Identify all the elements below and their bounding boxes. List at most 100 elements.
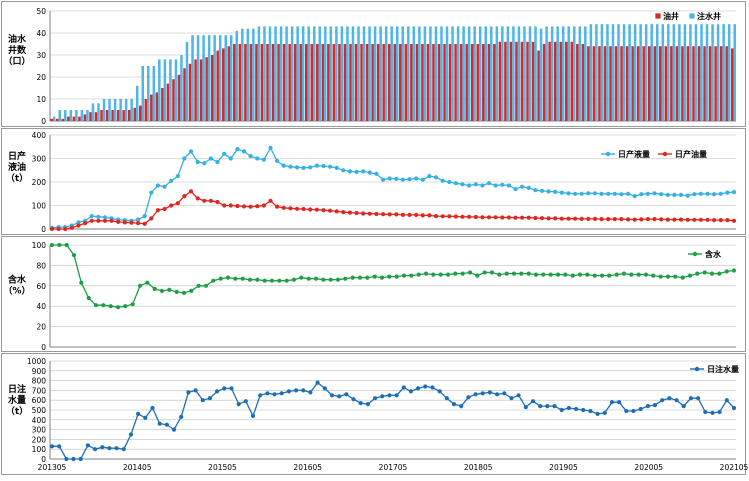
x-tick-label: 201805 <box>464 463 493 472</box>
data-point <box>566 191 571 196</box>
legend-marker <box>694 366 700 372</box>
data-point <box>493 215 498 220</box>
legend-label: 油井 <box>663 11 679 21</box>
y-tick-label: 30 <box>36 51 46 60</box>
data-point <box>667 396 672 401</box>
data-point <box>548 272 553 277</box>
data-point <box>626 217 631 222</box>
data-point <box>314 207 319 212</box>
bar-injection-well <box>589 24 593 122</box>
legend-swatch <box>688 12 696 20</box>
data-point <box>250 413 256 418</box>
data-point <box>437 389 442 394</box>
data-point <box>241 149 247 154</box>
data-point <box>284 278 289 283</box>
bar-injection-well <box>550 26 554 121</box>
bar-oil-well <box>493 44 496 121</box>
bar-injection-well <box>512 26 515 121</box>
data-point <box>152 286 157 291</box>
data-point <box>665 192 670 197</box>
bar-oil-well <box>636 46 640 122</box>
bar-oil-well <box>288 44 291 121</box>
bar-oil-well <box>542 44 546 121</box>
y-tick-label: 600 <box>32 396 47 405</box>
data-point <box>467 214 472 219</box>
bar-injection-well <box>484 26 487 121</box>
data-point <box>538 404 543 409</box>
bar-injection-well <box>362 26 366 121</box>
data-point <box>150 405 155 411</box>
bar-injection-well <box>290 26 294 121</box>
data-point <box>175 201 180 206</box>
data-point <box>718 191 723 196</box>
data-point <box>394 212 399 217</box>
data-point <box>228 203 233 208</box>
data-point <box>559 407 564 413</box>
bar-injection-well <box>318 26 322 121</box>
data-point <box>379 275 385 280</box>
data-point <box>526 215 531 220</box>
data-point <box>586 191 591 196</box>
data-point <box>381 177 386 182</box>
bar-injection-well <box>124 99 128 121</box>
bar-injection-well <box>390 26 393 121</box>
data-point <box>459 404 464 409</box>
data-point <box>248 154 253 159</box>
bar-oil-well <box>293 44 297 121</box>
data-point <box>174 289 179 294</box>
data-point <box>672 217 677 222</box>
bar-injection-well <box>384 26 388 121</box>
bar-injection-well <box>650 24 653 122</box>
y-tick-label: 300 <box>32 426 47 435</box>
data-point <box>559 190 564 195</box>
data-point <box>566 216 571 221</box>
bar-injection-well <box>130 99 133 121</box>
bar-oil-well <box>697 46 701 122</box>
y-tick-label: 60 <box>36 282 46 291</box>
data-point <box>658 274 663 279</box>
data-point <box>164 422 169 427</box>
data-point <box>626 191 631 196</box>
bar-oil-well <box>625 46 629 122</box>
bar-injection-well <box>196 35 200 122</box>
data-point <box>445 272 451 277</box>
legend-label: 日产液量 <box>618 149 650 159</box>
data-point <box>258 393 263 398</box>
data-point <box>460 214 465 219</box>
bar-oil-well <box>266 44 269 121</box>
x-tick-label: 201305 <box>38 463 67 472</box>
y-tick-label: 20 <box>36 323 46 332</box>
bar-injection-well <box>102 99 106 121</box>
data-point <box>408 389 413 394</box>
data-point <box>595 411 600 416</box>
data-point <box>502 391 507 396</box>
bar-injection-well <box>495 26 499 121</box>
bar-oil-well <box>205 57 208 121</box>
data-point <box>493 183 498 188</box>
data-point <box>645 191 651 196</box>
bar-injection-well <box>263 26 266 121</box>
data-point <box>447 214 452 219</box>
data-point <box>619 192 624 197</box>
bar-injection-well <box>567 26 570 121</box>
data-point <box>574 406 579 412</box>
data-point <box>149 190 154 195</box>
bar-injection-well <box>556 26 559 121</box>
bar-injection-well <box>467 26 471 121</box>
y-axis-label: 水量 <box>8 394 26 406</box>
bar-oil-well <box>603 46 607 122</box>
data-point <box>423 271 429 276</box>
data-point <box>76 223 81 228</box>
panel-frame <box>1 128 746 235</box>
data-point <box>731 405 737 411</box>
bar-oil-well <box>371 44 374 121</box>
legend: 日注水量 <box>690 364 739 374</box>
bar-injection-well <box>64 110 67 121</box>
data-point <box>414 212 419 217</box>
bar-injection-well <box>395 26 399 121</box>
bar-oil-well <box>443 44 446 121</box>
bar-injection-well <box>368 26 371 121</box>
data-point <box>632 217 637 222</box>
bar-oil-well <box>631 46 634 122</box>
